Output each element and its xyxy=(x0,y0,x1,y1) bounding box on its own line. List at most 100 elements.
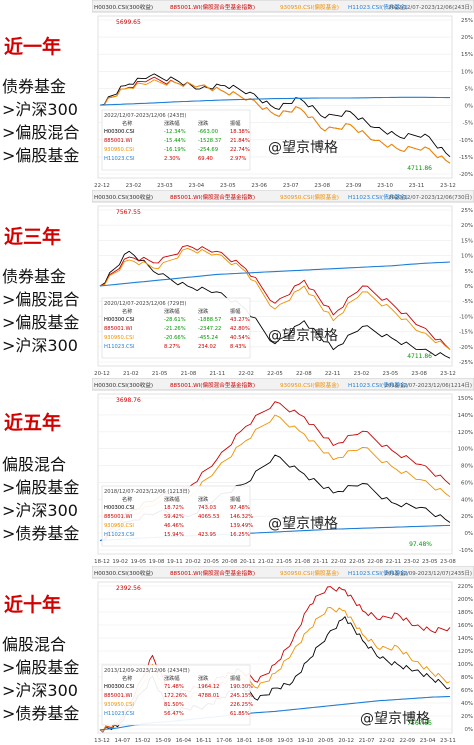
stats-cell: -2347.22 xyxy=(198,326,221,332)
y-tick-label: 25% xyxy=(461,18,473,24)
stats-cell: -28.61% xyxy=(164,317,186,323)
legend-item: H11023.CSI(债券基金) xyxy=(348,3,408,11)
x-tick-label: 23-08 xyxy=(314,183,330,189)
date-range: 2018/12/07-2023/12/06(1214日) xyxy=(385,382,472,389)
x-tick-label: 21-02 xyxy=(258,559,274,565)
stats-cell: -21.26% xyxy=(164,326,186,332)
stats-cell: H11023.CSI xyxy=(104,156,135,162)
legend-item: H11023.CSI(债券基金) xyxy=(348,193,408,201)
x-tick-label: 19-11 xyxy=(167,559,183,565)
order-line-2: >偏股基金 xyxy=(2,478,80,497)
stats-header-cell: 名称 xyxy=(122,674,132,682)
x-tick-label: 22-02 xyxy=(331,559,347,565)
stats-header-cell: 涨跌幅 xyxy=(164,119,180,127)
stats-cell: -20.66% xyxy=(164,335,186,341)
legend-item: 930950.CSI(偏股基金) xyxy=(280,3,339,11)
y-tick-label: 220% xyxy=(458,584,473,590)
x-tick-label: 20-12 xyxy=(338,738,354,744)
stats-cell: 234.02 xyxy=(198,344,216,350)
stats-cell: 1964.12 xyxy=(198,684,219,690)
y-tick-label: 60% xyxy=(461,688,473,694)
x-tick-label: 23-11 xyxy=(409,183,425,189)
stats-cell: 61.85% xyxy=(230,711,250,717)
y-tick-label: 180% xyxy=(458,610,473,616)
legend-bar xyxy=(92,190,474,203)
x-tick-label: 23-03 xyxy=(157,183,173,189)
x-tick-label: 18-01 xyxy=(237,738,253,744)
stats-cell: H00300.CSI xyxy=(104,505,135,511)
y-tick-label: -20% xyxy=(459,345,473,351)
period-title: 近五年 xyxy=(4,412,62,434)
y-tick-label: 10% xyxy=(461,69,473,75)
x-tick-label: 22-05 xyxy=(349,559,365,565)
panel-1y: 近一年 债券基金 >沪深300 >偏股混合 >偏股基金 H00300.CSI(3… xyxy=(0,0,474,190)
order-line-4: >沪深300 xyxy=(2,336,78,355)
x-tick-label: 21-11 xyxy=(209,371,225,377)
x-tick-label: 22-11 xyxy=(325,371,341,377)
legend-bar xyxy=(92,378,474,391)
chart-svg: H00300.CSI(300收益) 885001.WI(偏股混合型基金指数) 930… xyxy=(92,190,474,377)
x-tick-label: 22-02 xyxy=(379,738,395,744)
x-tick-label: 23-12 xyxy=(440,371,456,377)
stats-cell: 885001.WI xyxy=(104,326,133,332)
stats-cell: 18.38% xyxy=(230,129,250,135)
order-line-4: >债券基金 xyxy=(2,524,80,543)
stats-cell: 2.97% xyxy=(230,156,247,162)
x-tick-label: 23-02 xyxy=(404,559,420,565)
stats-cell: 8.43% xyxy=(230,344,247,350)
y-tick-label: 140% xyxy=(458,636,473,642)
stats-cell: H00300.CSI xyxy=(104,317,135,323)
series-line-equity_fund xyxy=(100,79,451,164)
period-title: 近十年 xyxy=(4,594,62,616)
y-tick-label: 60% xyxy=(461,480,473,486)
stats-cell: -15.44% xyxy=(164,138,186,144)
stats-table xyxy=(101,485,251,547)
stats-cell: 46.46% xyxy=(164,523,184,529)
watermark: @望京博格 xyxy=(268,139,338,156)
legend-item: 885001.WI(偏股混合型基金指数) xyxy=(170,381,255,389)
watermark: @望京博格 xyxy=(268,515,338,532)
stats-range: 2013/12/09-2023/12/06 (2434日) xyxy=(104,667,190,674)
stats-table xyxy=(101,664,251,726)
x-tick-label: 22-08 xyxy=(367,559,383,565)
stats-cell: 172.26% xyxy=(164,693,187,699)
stats-cell: 190.30% xyxy=(230,684,253,690)
x-tick-label: 23-02 xyxy=(354,371,370,377)
order-line-3: >沪深300 xyxy=(2,501,78,520)
stats-header-cell: 涨跌 xyxy=(198,495,209,503)
x-tick-label: 13-12 xyxy=(94,738,110,744)
series-line-mixed xyxy=(99,245,451,350)
x-tick-label: 23-10 xyxy=(377,183,393,189)
stats-cell: 743.03 xyxy=(198,505,216,511)
legend-item: 930950.CSI(偏股基金) xyxy=(280,569,339,577)
stats-header-cell: 涨跌幅 xyxy=(164,307,180,315)
chart-svg: H00300.CSI(300收益) 885001.WI(偏股混合型基金指数) 930… xyxy=(92,0,474,189)
x-tick-label: 18-12 xyxy=(94,559,110,565)
order-line-2: >偏股混合 xyxy=(2,290,80,309)
stats-cell: H11023.CSI xyxy=(104,344,135,350)
stats-range: 2022/12/07-2023/12/06 (243日) xyxy=(104,112,186,119)
stats-header-cell: 名称 xyxy=(122,495,132,503)
stats-cell: 930950.CSI xyxy=(104,523,134,529)
stats-cell: 146.32% xyxy=(230,514,253,520)
stats-cell: 15.94% xyxy=(164,532,184,538)
stats-range: 2018/12/07-2023/12/06 (1213日) xyxy=(104,488,190,495)
y-tick-label: 25% xyxy=(461,208,473,214)
x-tick-label: 23-05 xyxy=(382,371,398,377)
y-tick-label: 150% xyxy=(458,396,473,402)
chart-svg: H00300.CSI(300收益) 885001.WI(偏股混合型基金指数) 930… xyxy=(92,378,474,565)
panel-3y: 近三年 债券基金 >偏股混合 >偏股基金 >沪深300 H00300.CSI(3… xyxy=(0,190,474,378)
stats-cell: 69.40 xyxy=(198,156,213,162)
order-line-2: >偏股基金 xyxy=(2,658,80,677)
x-tick-label: 18-08 xyxy=(257,738,273,744)
y-tick-label: 140% xyxy=(458,413,473,419)
value-annotation: 7567.55 xyxy=(407,720,432,727)
y-tick-label: 120% xyxy=(458,430,473,436)
stats-cell: 2.30% xyxy=(164,156,181,162)
y-tick-label: 0% xyxy=(464,104,473,110)
legend-item: H11023.CSI(债券基金) xyxy=(348,381,408,389)
y-tick-label: -5% xyxy=(463,299,474,305)
x-tick-label: 19-08 xyxy=(149,559,165,565)
x-tick-label: 23-05 xyxy=(220,183,236,189)
series-line-bond_fund xyxy=(99,96,450,106)
